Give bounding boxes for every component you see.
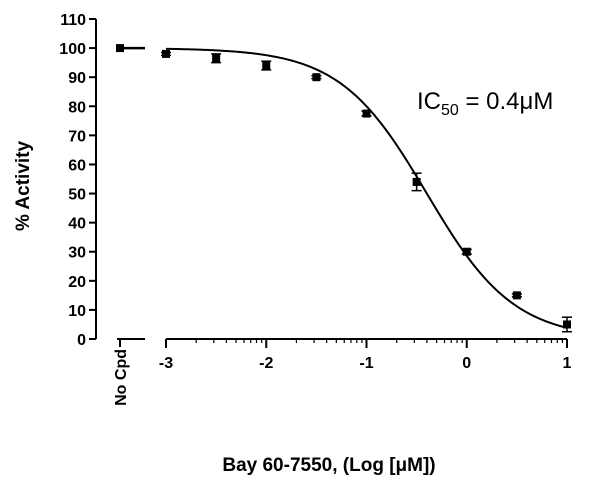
y-tick-label: 60 xyxy=(68,157,86,174)
x-tick-label: 0 xyxy=(462,355,471,372)
x-tick-label: 1 xyxy=(563,355,572,372)
y-tick-label: 90 xyxy=(68,70,86,87)
control-point xyxy=(116,44,124,53)
data-point xyxy=(512,291,521,300)
data-point xyxy=(412,177,421,186)
fit-curve-layer xyxy=(165,47,568,329)
data-point xyxy=(262,61,271,70)
y-tick-label: 80 xyxy=(68,99,86,116)
ic50-annotation: IC50 = 0.4μM xyxy=(417,88,553,119)
x-axis-title: Bay 60-7550, (Log [μM]) xyxy=(222,455,435,476)
control-label: No Cpd xyxy=(113,349,130,406)
data-point xyxy=(362,109,371,118)
x-tick-label: -1 xyxy=(359,355,373,372)
data-point xyxy=(212,54,221,63)
y-tick-label: 70 xyxy=(68,128,86,145)
y-tick-label: 10 xyxy=(68,303,86,320)
data-point xyxy=(162,49,170,58)
y-axis: 0 10 20 30 40 50 60 70 80 90 100 110 xyxy=(59,12,97,349)
data-points-layer xyxy=(161,49,572,333)
x-axis: -3 -2 -1 0 1 xyxy=(159,338,572,372)
y-tick-label: 30 xyxy=(68,245,86,262)
data-point xyxy=(312,73,321,82)
y-tick-label: 0 xyxy=(77,332,86,349)
y-tick-label: 20 xyxy=(68,274,86,291)
ic50-suffix: = 0.4μM xyxy=(459,88,554,115)
ic50-prefix: IC xyxy=(417,88,441,115)
control-axis xyxy=(116,44,145,347)
y-tick-label: 100 xyxy=(59,41,86,58)
data-point xyxy=(462,247,471,256)
x-tick-label: -3 xyxy=(159,355,173,372)
x-tick-label: -2 xyxy=(259,355,273,372)
y-tick-label: 40 xyxy=(68,216,86,233)
data-point xyxy=(563,320,571,329)
y-tick-label: 50 xyxy=(68,187,86,204)
ic50-subscript: 50 xyxy=(441,102,459,119)
y-tick-label: 110 xyxy=(60,12,86,29)
fit-curve xyxy=(165,47,568,329)
y-axis-title: % Activity xyxy=(13,141,34,232)
